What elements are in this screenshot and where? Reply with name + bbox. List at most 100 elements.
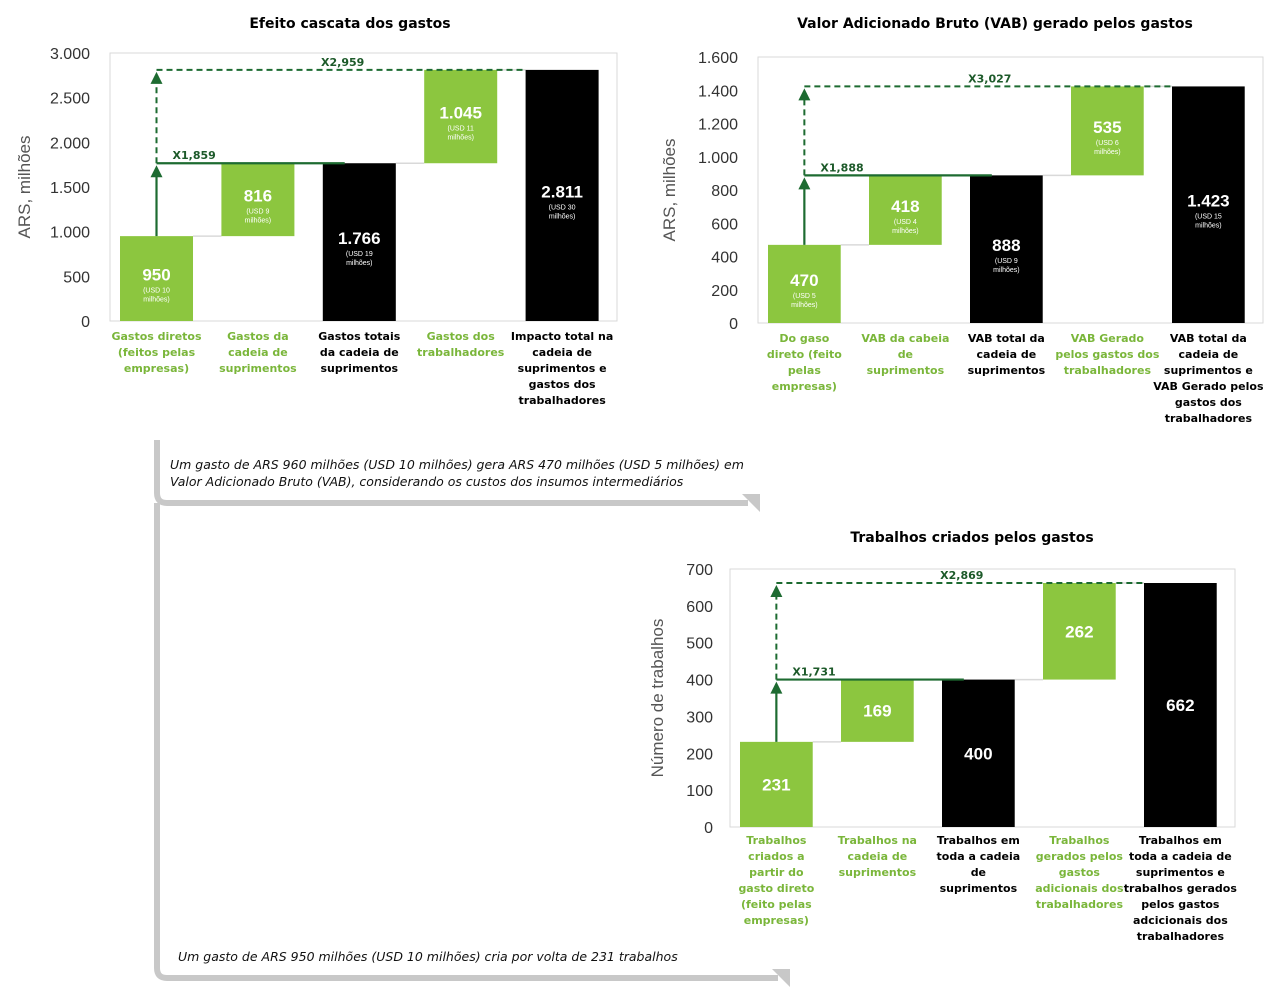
- bar-value-label: 888: [992, 236, 1020, 255]
- multiplier-label: X3,027: [968, 72, 1011, 85]
- bar-value-label: 400: [964, 744, 992, 763]
- category-label: trabalhadores: [1036, 898, 1124, 911]
- bar-usd-label: (USD 9: [246, 209, 269, 216]
- category-label: trabalhadores: [1064, 364, 1152, 377]
- bar-usd-label: (USD 5: [793, 293, 816, 300]
- bar-4: [1043, 583, 1116, 680]
- bar-usd-label: milhões): [245, 218, 271, 225]
- bar-usd-label: milhões): [447, 135, 473, 142]
- note-vab-line2: Valor Adicionado Bruto (VAB), consideran…: [170, 474, 684, 489]
- multiplier-label: X1,731: [792, 666, 835, 679]
- bar-value-label: 470: [790, 271, 818, 290]
- category-label: gastos dos: [1175, 396, 1242, 409]
- y-tick-label: 200: [686, 746, 713, 763]
- y-tick-label: 700: [686, 562, 713, 579]
- multiplier-label: X1,888: [820, 161, 863, 174]
- bracket-arrowhead-top: [742, 494, 760, 512]
- bar-usd-label: milhões): [1195, 223, 1221, 230]
- bar-5: [1172, 86, 1245, 324]
- category-label: pelos gastos dos: [1055, 348, 1160, 361]
- bar-3: [970, 175, 1043, 323]
- y-axis-label: Número de trabalhos: [648, 619, 667, 778]
- y-tick-label: 0: [704, 820, 713, 837]
- category-label: Trabalhos em: [937, 834, 1020, 847]
- category-label: toda a cadeia: [937, 850, 1021, 863]
- category-label: cadeia de: [1179, 348, 1239, 361]
- multiplier-arrowhead-dashed: [770, 585, 783, 598]
- bar-1: [768, 244, 841, 323]
- bar-usd-label: milhões): [1094, 149, 1120, 156]
- category-label: gastos dos: [529, 378, 596, 391]
- category-label: cadeia de: [228, 346, 288, 359]
- bar-value-label: 1.045: [439, 104, 482, 123]
- category-label: VAB Gerado pelos: [1153, 380, 1264, 393]
- multiplier-label: X2,869: [940, 569, 983, 582]
- bar-4: [1071, 86, 1144, 176]
- y-tick-label: 300: [686, 709, 713, 726]
- bar-2: [869, 175, 942, 245]
- bar-value-label: 535: [1093, 118, 1121, 137]
- chart-title: Valor Adicionado Bruto (VAB) gerado pelo…: [797, 16, 1193, 32]
- category-label: (feitos pelas: [118, 346, 196, 359]
- category-label: gasto direto: [738, 882, 814, 895]
- category-label: Trabalhos: [1049, 834, 1110, 847]
- y-tick-label: 800: [711, 183, 738, 200]
- bar-1: [120, 236, 194, 321]
- category-label: adcicionais dos: [1133, 914, 1228, 927]
- category-label: Trabalhos em: [1139, 834, 1222, 847]
- bar-2: [221, 163, 295, 237]
- category-label: (feito pelas: [741, 898, 812, 911]
- category-label: Trabalhos: [746, 834, 807, 847]
- y-tick-label: 1.400: [698, 83, 738, 100]
- bar-1: [740, 741, 813, 827]
- category-label: Impacto total na: [511, 330, 613, 343]
- bar-3: [322, 163, 396, 321]
- bar-4: [424, 69, 498, 164]
- multiplier-arrowhead: [770, 681, 783, 694]
- category-label: toda a cadeia de: [1129, 850, 1232, 863]
- bar-usd-label: milhões): [346, 260, 372, 267]
- category-label: cadeia de: [977, 348, 1037, 361]
- category-label: suprimentos e: [1164, 364, 1253, 377]
- category-label: suprimentos: [867, 364, 945, 377]
- bar-usd-label: milhões): [549, 213, 575, 220]
- category-label: Gastos totais: [318, 330, 400, 343]
- bar-value-label: 1.766: [338, 229, 381, 248]
- y-axis-label: ARS, milhões: [660, 139, 679, 242]
- bar-value-label: 231: [762, 775, 790, 794]
- connector-bracket: [154, 440, 790, 987]
- bar-value-label: 662: [1166, 696, 1194, 715]
- chart-title: Trabalhos criados pelos gastos: [850, 530, 1093, 546]
- bar-usd-label: (USD 6: [1096, 140, 1119, 147]
- category-label: suprimentos e: [1136, 866, 1225, 879]
- category-label: gerados pelos: [1036, 850, 1124, 863]
- multiplier-arrowhead: [798, 177, 811, 190]
- y-tick-label: 500: [63, 269, 90, 286]
- multiplier-arrowhead: [150, 165, 163, 178]
- category-label: adicionais dos: [1035, 882, 1124, 895]
- y-tick-label: 1.200: [698, 117, 738, 134]
- chart-3: Trabalhos criados pelos gastos Número de …: [648, 530, 1237, 943]
- category-label: empresas): [744, 914, 809, 927]
- category-label: suprimentos: [219, 362, 297, 375]
- y-tick-label: 0: [729, 316, 738, 333]
- category-label: VAB da cabeia: [861, 332, 949, 345]
- multiplier-arrowhead-dashed: [150, 71, 163, 84]
- y-tick-label: 500: [686, 636, 713, 653]
- category-label: criados a: [748, 850, 804, 863]
- category-label: empresas): [772, 380, 837, 393]
- chart-2: Valor Adicionado Bruto (VAB) gerado pelo…: [660, 16, 1264, 425]
- bar-usd-label: (USD 10: [143, 288, 170, 295]
- category-label: Gastos da: [227, 330, 289, 343]
- category-label: cadeia de: [532, 346, 592, 359]
- category-label: Gastos dos: [427, 330, 496, 343]
- chart-title: Efeito cascata dos gastos: [249, 16, 450, 32]
- bracket-arrowhead-bottom: [772, 969, 790, 987]
- y-tick-label: 1.500: [50, 180, 90, 197]
- y-tick-label: 200: [711, 283, 738, 300]
- note-vab: Um gasto de ARS 960 milhões (USD 10 milh…: [170, 456, 744, 490]
- bar-value-label: 950: [142, 266, 170, 285]
- category-label: pelas: [788, 364, 822, 377]
- category-label: suprimentos: [940, 882, 1018, 895]
